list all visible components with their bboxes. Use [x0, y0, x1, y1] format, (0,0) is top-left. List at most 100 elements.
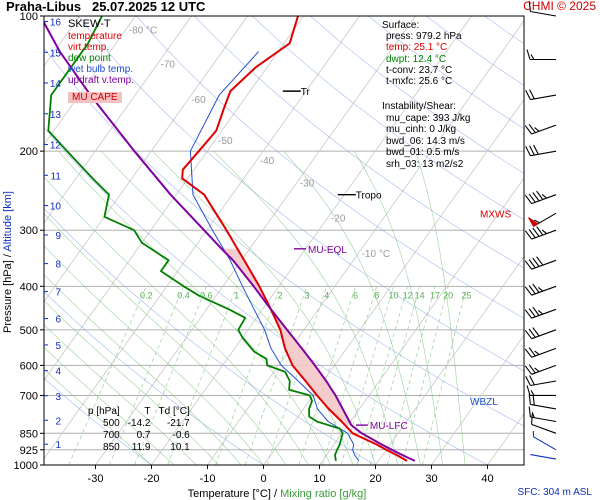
altitude-tick-label: 10 [50, 202, 62, 213]
wind-barb-feather [532, 327, 540, 337]
levels-table-cell: 0.7 [136, 430, 151, 441]
table-row: 700 0.7 -0.6 [84, 430, 194, 442]
surface-title: Surface: [382, 20, 420, 31]
mixing-ratio-line [167, 286, 237, 465]
credit-label: CHMI © 2025 [523, 0, 596, 13]
mixing-ratio-line [422, 286, 467, 465]
pressure-tick-label: 700 [20, 390, 38, 402]
mixing-ratio-label: 4 [324, 290, 329, 300]
mu-lfc-label: MU-LFC [370, 421, 408, 432]
wind-barb-feather [528, 393, 531, 405]
moist-adiabat-line [44, 176, 309, 465]
wind-barb-feather [524, 194, 533, 204]
instability-line: mu_cinh: 0 J/kg [386, 124, 457, 136]
legend-item: updraft v.temp. [68, 75, 134, 86]
wind-barb [528, 393, 557, 410]
surface-line: t-mxfc: 25.6 °C [386, 76, 453, 88]
plot-frame [43, 15, 525, 466]
isotherm-line [44, 16, 136, 146]
altitude-tick-label: 4 [55, 367, 61, 378]
wind-barb-feather [532, 394, 535, 406]
temperature-tick-label: 20 [369, 473, 381, 485]
wind-barb-staff [531, 423, 557, 434]
wind-barb [528, 212, 557, 227]
x-axis-separator: / [274, 488, 280, 500]
mixing-ratio-label: 10 [389, 290, 399, 300]
x-axis-mixing-label: Mixing ratio [g/kg] [280, 488, 366, 500]
instability-panel: Instability/Shear: mu_cape: 393 J/kg mu_c… [382, 101, 471, 171]
legend-item: virt.temp. [68, 42, 110, 53]
isotherm-line [151, 16, 472, 465]
wind-barb-feather [532, 227, 540, 237]
isotherm-line [44, 16, 248, 303]
wind-barb-feather [528, 308, 536, 318]
dry-adiabat-line [194, 16, 524, 269]
wind-barb-feather [524, 309, 533, 319]
wind-barb-staff [530, 403, 557, 410]
mixing-ratio-line [215, 286, 281, 465]
wind-barb-feather [525, 146, 531, 156]
isotherm-line [319, 177, 524, 465]
wind-barb [528, 406, 557, 423]
isotherm-label: -60 [191, 95, 206, 106]
temperature-line [181, 16, 408, 462]
pressure-tick-label: 300 [20, 225, 38, 237]
wind-barb-staff [530, 454, 557, 460]
wind-barb-staff [531, 194, 557, 205]
isotherm-line [375, 255, 524, 465]
altitude-tick-label: 16 [50, 18, 62, 29]
mixing-ratio-line [322, 286, 378, 465]
sounding-datetime: 25.07.2025 12 UTC [91, 0, 206, 14]
isotherm-label: -30 [300, 178, 315, 189]
legend-item: wet bulb temp. [68, 64, 134, 75]
wind-barb-feather [528, 259, 536, 269]
wind-barb [524, 226, 557, 240]
surface-line: press: 979.2 hPa [386, 31, 462, 43]
altitude-tick-label: 14 [50, 79, 62, 90]
wind-barb-staff [530, 150, 557, 157]
wind-barb [524, 327, 557, 340]
wind-barb-staff [530, 10, 557, 17]
wind-barb [524, 364, 557, 375]
wind-barb [530, 454, 557, 460]
wind-barb-staff [531, 329, 557, 340]
temperature-tick-label: -20 [144, 473, 160, 485]
temperature-tick-label: 0 [260, 473, 266, 485]
mixing-ratio-line [266, 286, 328, 465]
mixing-ratio-label: 14 [415, 290, 425, 300]
wind-barb-feather [536, 256, 544, 266]
isotherm-line [44, 16, 304, 381]
moist-adiabat-line [44, 274, 242, 465]
wind-barb [524, 190, 557, 205]
instability-line: srh_03: 13 m2/s2 [386, 158, 464, 170]
moist-adiabat-line [44, 347, 175, 465]
isotherm-line [544, 16, 600, 465]
wind-barb-feather [534, 219, 540, 224]
wind-barb-staff [531, 364, 557, 375]
wind-barb-feather [524, 125, 533, 135]
temperature-tick-label: 30 [425, 473, 437, 485]
surface-line: dwpt: 12.4 °C [386, 53, 447, 65]
pressure-tick-label: 600 [20, 360, 38, 372]
cape-badge: MU CAPE [68, 92, 122, 103]
mixing-ratio-line [244, 286, 308, 465]
x-axis-temperature-label: Temperature [°C] [188, 488, 274, 500]
wind-barb [524, 123, 557, 135]
mixing-ratio-label: 12 [403, 290, 413, 300]
altitude-tick-label: 1 [55, 440, 61, 451]
moist-adiabat-line [213, 150, 399, 465]
wind-barb-feather [532, 257, 540, 267]
mixing-ratio-label: 0.2 [140, 290, 153, 300]
levels-table-header: Td [°C] [158, 406, 190, 417]
isotherm-label: -40 [260, 156, 275, 167]
station-name: Praha-Libus [6, 0, 82, 14]
wind-barb-feather [528, 347, 536, 357]
mixing-ratio-line [340, 286, 394, 465]
wind-barb-feather [524, 329, 533, 340]
mixing-ratio-label: 3 [304, 290, 309, 300]
pressure-tick-label: 400 [20, 281, 38, 293]
instability-line: bwd_01: 0.5 m/s [386, 147, 460, 159]
mixing-ratio-label: 17 [430, 290, 440, 300]
wind-barb-feather [536, 190, 544, 200]
mxws-label: MXWS [480, 209, 511, 220]
